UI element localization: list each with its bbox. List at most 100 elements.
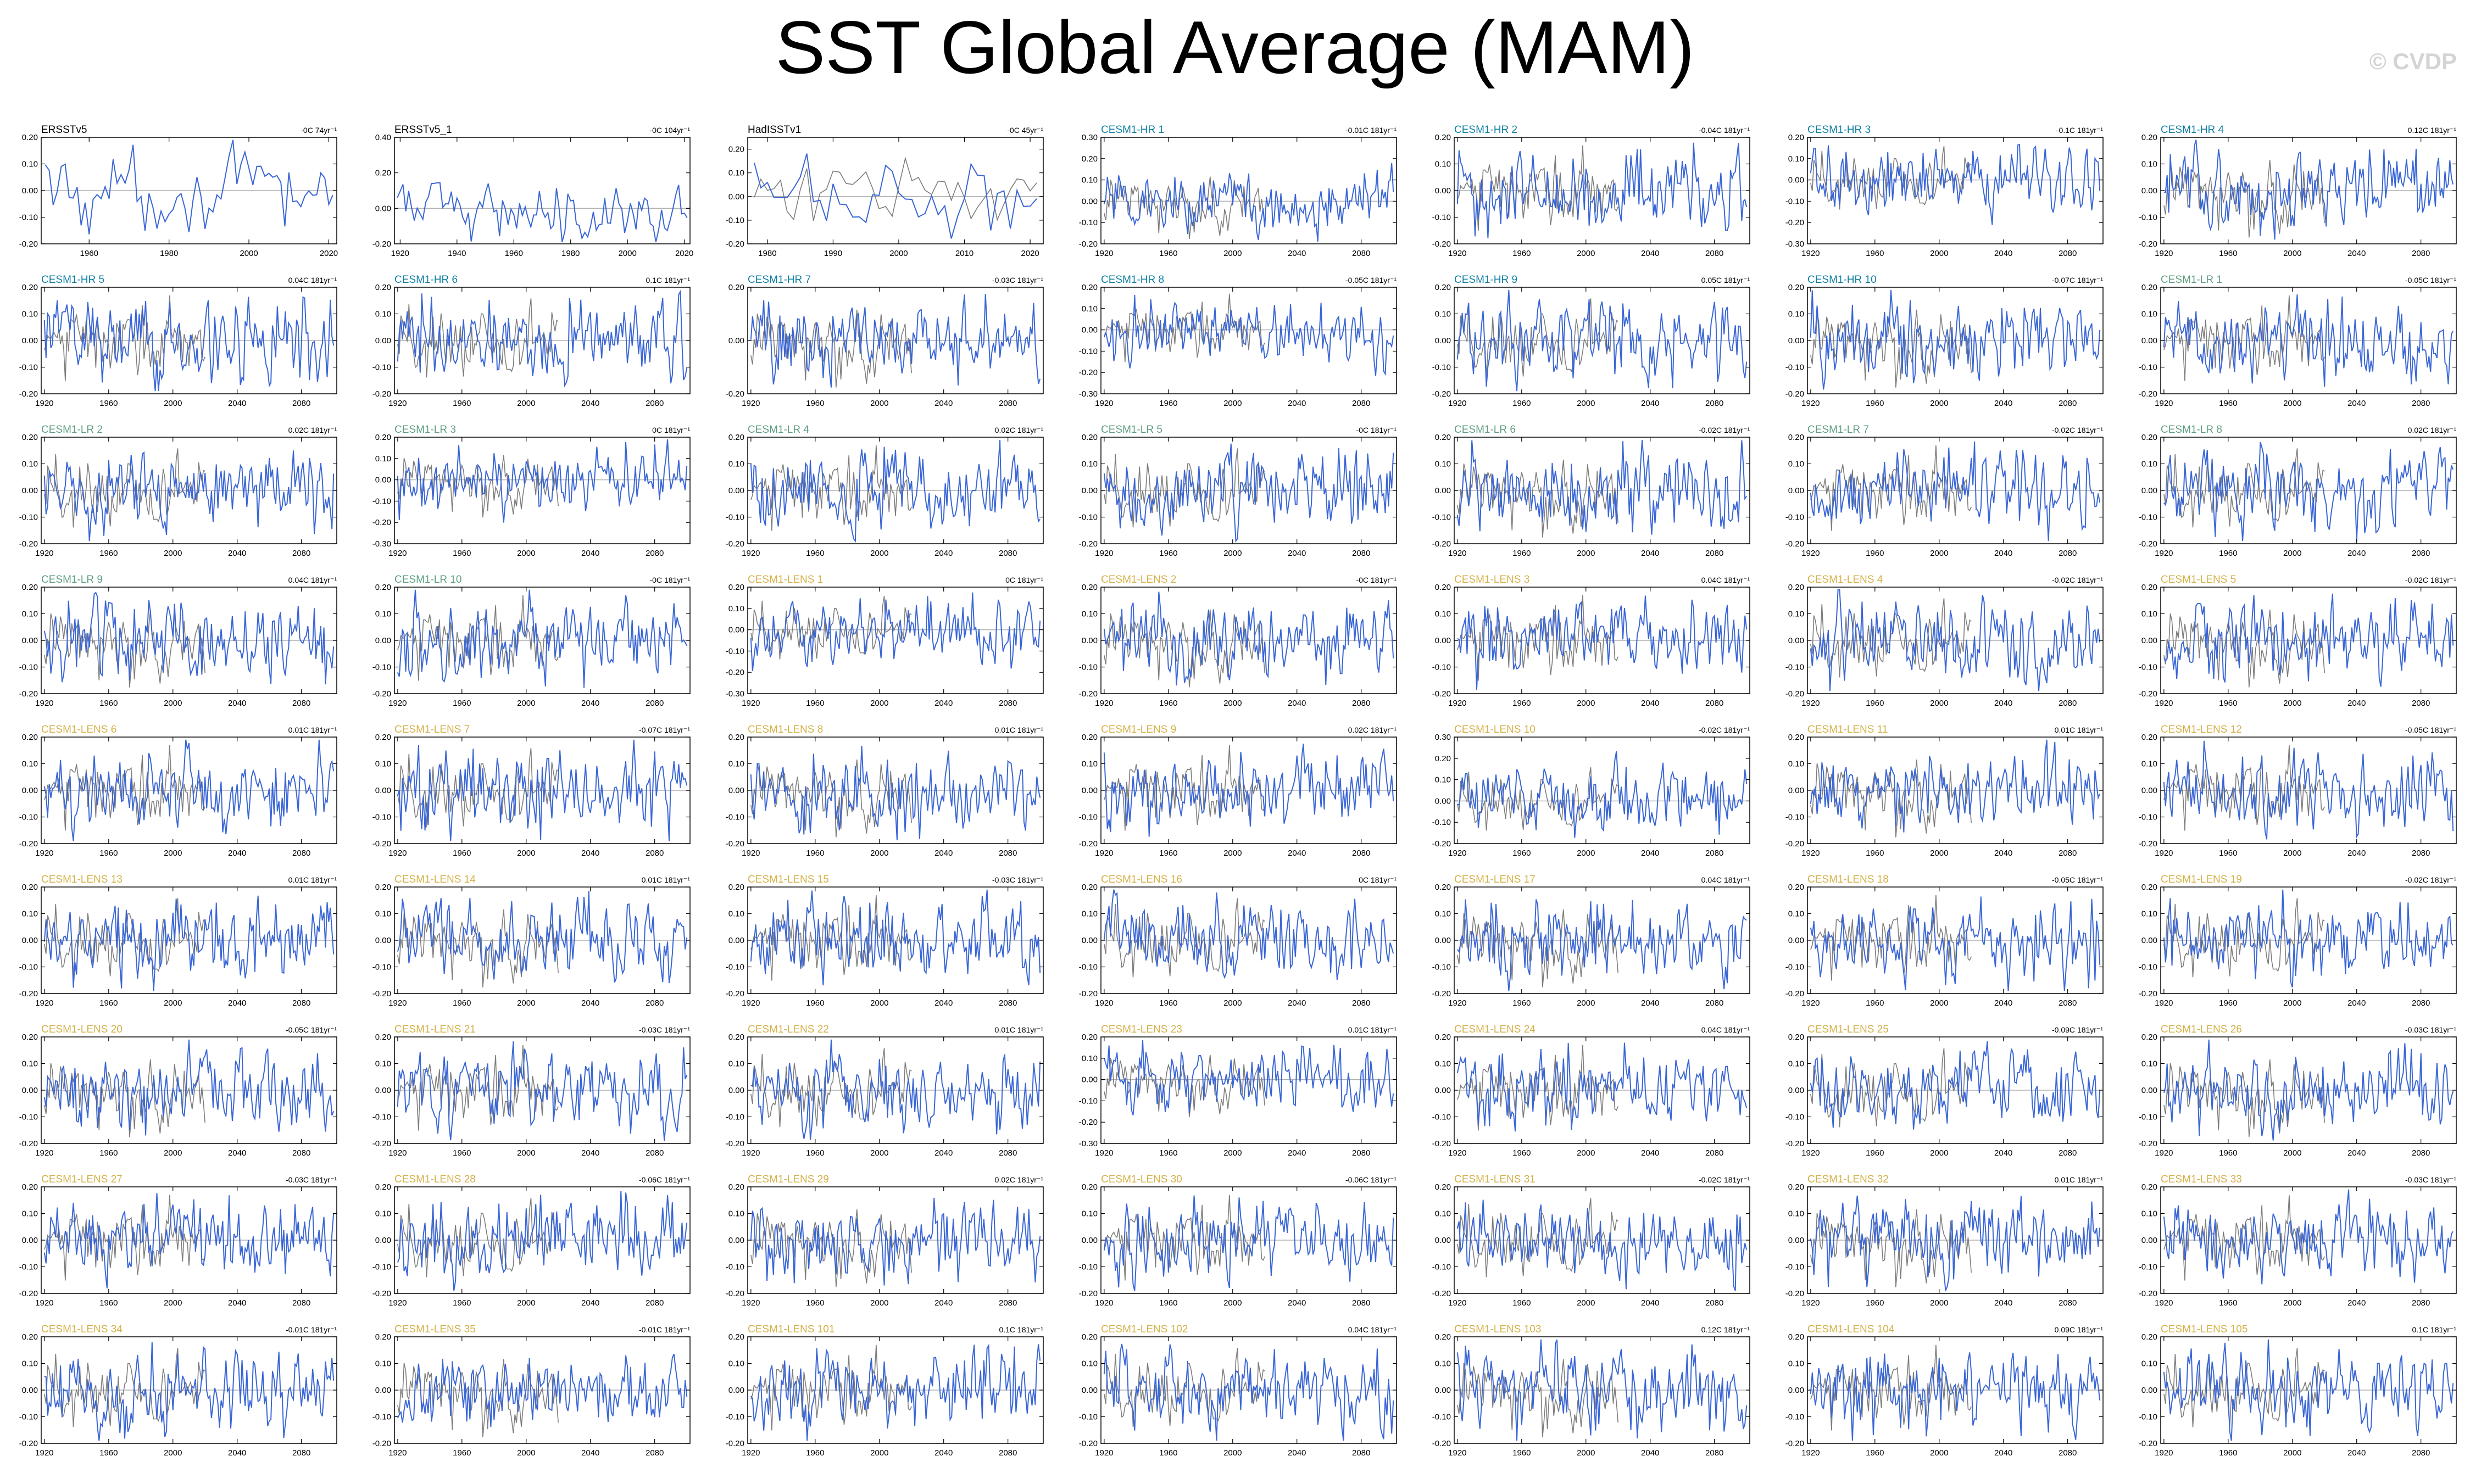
x-tick-label: 2000 <box>870 549 888 558</box>
y-tick-label: 0.10 <box>22 760 38 769</box>
y-tick-label: 0.00 <box>22 186 38 196</box>
panel-title: CESM1-LENS 9 <box>1101 724 1176 735</box>
y-tick-label: 0.00 <box>2141 1386 2157 1395</box>
panel-trend: -0.01C 181yr⁻¹ <box>1345 126 1397 135</box>
x-tick-label: 1960 <box>99 1298 118 1308</box>
series-line <box>1810 289 2101 390</box>
panel-title: CESM1-LENS 25 <box>1807 1024 1889 1035</box>
obs-series-line <box>1104 1195 1265 1281</box>
panel-trend: -0.1C 181yr⁻¹ <box>2056 126 2104 135</box>
obs-series-line <box>754 157 1037 221</box>
y-tick-label: 0.10 <box>1082 610 1098 619</box>
panel: CESM1-LENS 8 0.01C 181yr⁻¹ 0.20 0.10 0.00 -0.… <box>726 724 1044 858</box>
x-tick-label: 2040 <box>934 1448 953 1458</box>
y-tick-label: 0.10 <box>22 1359 38 1369</box>
x-tick-label: 2000 <box>1223 249 1242 258</box>
series-line <box>43 739 335 841</box>
series-line <box>397 1191 688 1291</box>
y-tick-label: 0.20 <box>1435 1033 1451 1042</box>
y-tick-label: -0.20 <box>1079 689 1098 699</box>
y-tick-label: 0.10 <box>2141 910 2157 919</box>
y-tick-label: -0.10 <box>1432 818 1451 827</box>
y-tick-label: 0.10 <box>1788 154 1804 164</box>
y-tick-label: -0.20 <box>2139 539 2157 549</box>
y-tick-label: 0.00 <box>22 786 38 795</box>
series-line <box>44 140 333 235</box>
x-tick-label: 2000 <box>870 849 888 858</box>
x-tick-label: 1960 <box>1866 249 1884 258</box>
series-line <box>1810 589 2101 691</box>
panel: CESM1-LENS 9 0.02C 181yr⁻¹ 0.20 0.10 0.00 -0.… <box>1079 724 1397 858</box>
x-tick-label: 2000 <box>1930 849 1948 858</box>
panel-trend: -0.06C 181yr⁻¹ <box>639 1175 690 1184</box>
x-tick-label: 2080 <box>1352 1448 1370 1458</box>
x-tick-label: 2040 <box>1994 998 2012 1008</box>
y-tick-label: 0.20 <box>1788 733 1804 742</box>
x-tick-label: 1960 <box>2219 399 2237 408</box>
panel: CESM1-HR 1 -0.01C 181yr⁻¹ 0.30 0.20 0.10 0.00… <box>1079 124 1397 258</box>
x-tick-label: 2080 <box>2412 249 2430 258</box>
x-tick-label: 2040 <box>1288 699 1306 708</box>
panel-title: CESM1-LR 2 <box>41 424 103 436</box>
x-tick-label: 2040 <box>1641 699 1659 708</box>
series-line <box>750 745 1041 840</box>
y-tick-label: -0.10 <box>2139 213 2157 222</box>
x-tick-label: 1920 <box>742 699 760 708</box>
y-tick-label: 0.10 <box>1082 1054 1098 1063</box>
obs-series-line <box>397 909 559 988</box>
x-tick-label: 2040 <box>228 1448 246 1458</box>
x-tick-label: 2000 <box>164 549 182 558</box>
panel-trend: 0.04C 181yr⁻¹ <box>288 276 337 284</box>
panel-trend: 0C 181yr⁻¹ <box>1005 576 1043 584</box>
obs-series-line <box>44 448 205 528</box>
y-tick-label: 0.00 <box>1788 936 1804 945</box>
x-tick-label: 1960 <box>2219 998 2237 1008</box>
y-tick-label: -0.10 <box>1785 197 1804 206</box>
x-tick-label: 2040 <box>1641 1448 1659 1458</box>
x-tick-label: 2000 <box>517 549 535 558</box>
panel-title: CESM1-LENS 32 <box>1807 1174 1889 1185</box>
x-tick-label: 2040 <box>1288 399 1306 408</box>
x-tick-label: 2000 <box>870 998 888 1008</box>
x-tick-label: 1960 <box>1159 1148 1177 1158</box>
y-tick-label: -0.10 <box>372 963 391 972</box>
panel-title: CESM1-LENS 30 <box>1101 1174 1182 1185</box>
panel: CESM1-HR 6 0.1C 181yr⁻¹ 0.20 0.10 0.00 -0.10 -… <box>372 274 691 408</box>
y-tick-label: -0.20 <box>2139 1289 2157 1298</box>
x-tick-label: 2040 <box>934 399 953 408</box>
y-tick-label: -0.20 <box>1432 1289 1451 1298</box>
panel-title: CESM1-LR 6 <box>1454 424 1516 436</box>
x-tick-label: 1940 <box>448 249 466 258</box>
y-tick-label: -0.20 <box>1079 539 1098 549</box>
x-tick-label: 2010 <box>955 249 973 258</box>
x-tick-label: 1960 <box>2219 1298 2237 1308</box>
obs-series-line <box>1810 309 1972 388</box>
x-tick-label: 1960 <box>2219 249 2237 258</box>
y-tick-label: 0.20 <box>375 733 391 742</box>
x-tick-label: 2080 <box>1352 849 1370 858</box>
x-tick-label: 1960 <box>1159 998 1177 1008</box>
x-tick-label: 1960 <box>1512 249 1531 258</box>
cvdp-watermark: © CVDP <box>2369 48 2457 74</box>
x-tick-label: 1920 <box>1448 998 1466 1008</box>
y-tick-label: 0.00 <box>375 786 391 795</box>
y-tick-label: -0.20 <box>2139 839 2157 849</box>
y-tick-label: 0.00 <box>2141 336 2157 345</box>
panel: CESM1-LENS 10 -0.02C 181yr⁻¹ 0.30 0.20 0.10 0… <box>1432 724 1750 858</box>
y-tick-label: 0.20 <box>728 145 744 154</box>
x-tick-label: 2080 <box>2412 849 2430 858</box>
y-tick-label: 0.20 <box>1082 1182 1098 1192</box>
y-tick-label: -0.20 <box>372 839 391 849</box>
panel-title: CESM1-LENS 24 <box>1454 1024 1536 1035</box>
x-tick-label: 2080 <box>646 1448 664 1458</box>
x-tick-label: 1960 <box>2219 849 2237 858</box>
panel: CESM1-LENS 16 0C 181yr⁻¹ 0.20 0.10 0.00 -0.10… <box>1079 874 1397 1008</box>
x-tick-label: 2000 <box>1930 998 1948 1008</box>
y-tick-label: 0.00 <box>728 486 744 495</box>
x-tick-label: 1960 <box>806 1148 824 1158</box>
x-tick-label: 1960 <box>1866 1448 1884 1458</box>
panel-trend: 0.02C 181yr⁻¹ <box>995 1175 1044 1184</box>
x-tick-label: 2000 <box>517 998 535 1008</box>
panel: CESM1-LENS 35 -0.01C 181yr⁻¹ 0.20 0.10 0.00 -… <box>372 1324 691 1458</box>
y-tick-label: 0.20 <box>375 433 391 442</box>
